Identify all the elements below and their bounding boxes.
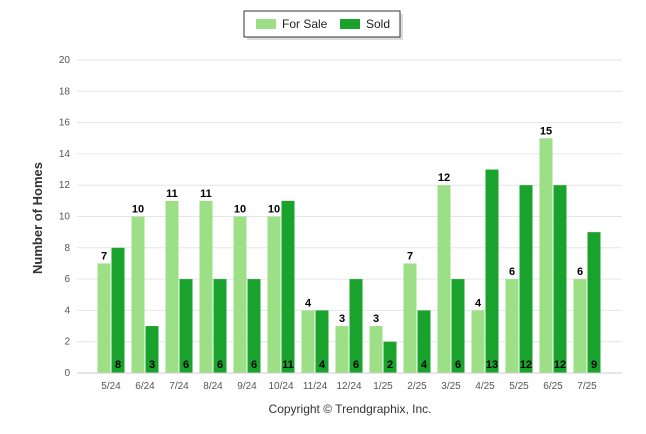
- bars: [97, 138, 601, 373]
- x-tick-label: 4/25: [475, 381, 495, 392]
- bar-sold: [281, 200, 295, 373]
- x-tick-label: 9/24: [237, 381, 257, 392]
- x-tick-label: 12/24: [336, 381, 361, 392]
- bar-for-sale: [233, 216, 247, 373]
- x-tick-label: 6/25: [543, 381, 563, 392]
- bar-sold: [553, 185, 567, 373]
- bar-sold: [349, 279, 363, 373]
- data-label-for-sale: 6: [509, 266, 515, 278]
- x-tick-label: 6/24: [135, 381, 155, 392]
- data-label-for-sale: 3: [373, 313, 379, 325]
- y-tick-label: 8: [64, 243, 70, 254]
- bar-for-sale: [573, 279, 587, 373]
- bar-sold: [451, 279, 465, 373]
- bar-for-sale: [97, 263, 111, 373]
- y-tick-label: 2: [64, 337, 70, 348]
- bar-sold: [179, 279, 193, 373]
- legend: For Sale Sold: [243, 10, 403, 40]
- data-label-for-sale: 4: [475, 297, 482, 309]
- data-label-for-sale: 10: [132, 204, 144, 216]
- bar-for-sale: [539, 138, 553, 373]
- copyright-text: Copyright © Trendgraphix, Inc.: [269, 402, 432, 416]
- bar-for-sale: [335, 326, 349, 373]
- data-label-for-sale: 3: [339, 313, 345, 325]
- bar-sold: [315, 310, 329, 373]
- data-label-sold: 6: [183, 359, 189, 371]
- x-tick-label: 5/25: [509, 381, 529, 392]
- data-label-sold: 6: [251, 359, 257, 371]
- legend-swatch-for-sale: [256, 19, 276, 29]
- x-tick-label: 7/24: [169, 381, 189, 392]
- bar-for-sale: [199, 200, 213, 373]
- bar-for-sale: [131, 216, 145, 373]
- bar-sold: [485, 169, 499, 373]
- data-label-sold: 3: [149, 359, 155, 371]
- bar-for-sale: [403, 263, 417, 373]
- y-axis-ticks: 0 2 4 6 8 10 12 14 16 18 20: [59, 55, 71, 379]
- x-tick-label: 10/24: [268, 381, 293, 392]
- x-tick-label: 2/25: [407, 381, 427, 392]
- x-tick-label: 11/24: [303, 381, 328, 392]
- data-label-for-sale: 15: [540, 125, 552, 137]
- legend-swatch-sold: [340, 19, 360, 29]
- data-label-for-sale: 4: [305, 297, 312, 309]
- data-labels: 7 8 10 3 11 6 11 6 10 6 10 11 4 4 3 6 3 2 7 4 12 6 4 13 6 12 15 12 6…: [101, 125, 597, 371]
- data-label-sold: 6: [353, 359, 359, 371]
- bar-sold: [519, 185, 533, 373]
- data-label-sold: 12: [554, 359, 566, 371]
- y-tick-label: 12: [59, 180, 71, 191]
- bar-for-sale: [437, 185, 451, 373]
- bar-sold: [417, 310, 431, 373]
- bar-for-sale: [267, 216, 281, 373]
- y-tick-label: 6: [64, 274, 70, 285]
- x-tick-label: 3/25: [441, 381, 461, 392]
- data-label-for-sale: 7: [101, 250, 107, 262]
- legend-label-for-sale: For Sale: [282, 17, 328, 31]
- data-label-for-sale: 7: [407, 250, 413, 262]
- data-label-sold: 9: [591, 359, 597, 371]
- x-tick-label: 8/24: [203, 381, 223, 392]
- data-label-sold: 8: [115, 359, 121, 371]
- x-tick-label: 1/25: [373, 381, 393, 392]
- y-tick-label: 0: [64, 368, 70, 379]
- y-tick-label: 14: [59, 149, 71, 160]
- data-label-sold: 2: [387, 359, 393, 371]
- data-label-sold: 4: [319, 359, 326, 371]
- data-label-for-sale: 11: [200, 188, 212, 200]
- data-label-sold: 6: [455, 359, 461, 371]
- data-label-for-sale: 12: [438, 172, 450, 184]
- y-tick-label: 10: [59, 212, 71, 223]
- bar-sold: [247, 279, 261, 373]
- x-axis-ticks: 5/24 6/24 7/24 8/24 9/24 10/24 11/24 12/24 1/25 2…: [101, 381, 597, 392]
- data-label-for-sale: 6: [577, 266, 583, 278]
- data-label-sold: 11: [282, 359, 294, 371]
- y-tick-label: 20: [59, 55, 71, 66]
- bar-for-sale: [301, 310, 315, 373]
- data-label-sold: 13: [486, 359, 498, 371]
- bar-sold: [111, 247, 125, 373]
- data-label-for-sale: 10: [268, 204, 280, 216]
- data-label-for-sale: 10: [234, 204, 246, 216]
- y-tick-label: 18: [59, 86, 71, 97]
- y-tick-label: 16: [59, 118, 71, 129]
- bar-sold: [145, 326, 159, 373]
- data-label-sold: 4: [421, 359, 428, 371]
- bar-for-sale: [369, 326, 383, 373]
- data-label-sold: 12: [520, 359, 532, 371]
- bar-for-sale: [165, 200, 179, 373]
- bar-for-sale: [471, 310, 485, 373]
- x-tick-label: 7/25: [577, 381, 597, 392]
- y-tick-label: 4: [64, 305, 70, 316]
- bar-sold: [587, 232, 601, 373]
- bar-sold: [213, 279, 227, 373]
- bar-for-sale: [505, 279, 519, 373]
- data-label-for-sale: 11: [166, 188, 178, 200]
- legend-label-sold: Sold: [366, 17, 390, 31]
- data-label-sold: 6: [217, 359, 223, 371]
- bar-sold: [383, 341, 397, 373]
- x-tick-label: 5/24: [101, 381, 121, 392]
- y-axis-title: Number of Homes: [30, 162, 45, 274]
